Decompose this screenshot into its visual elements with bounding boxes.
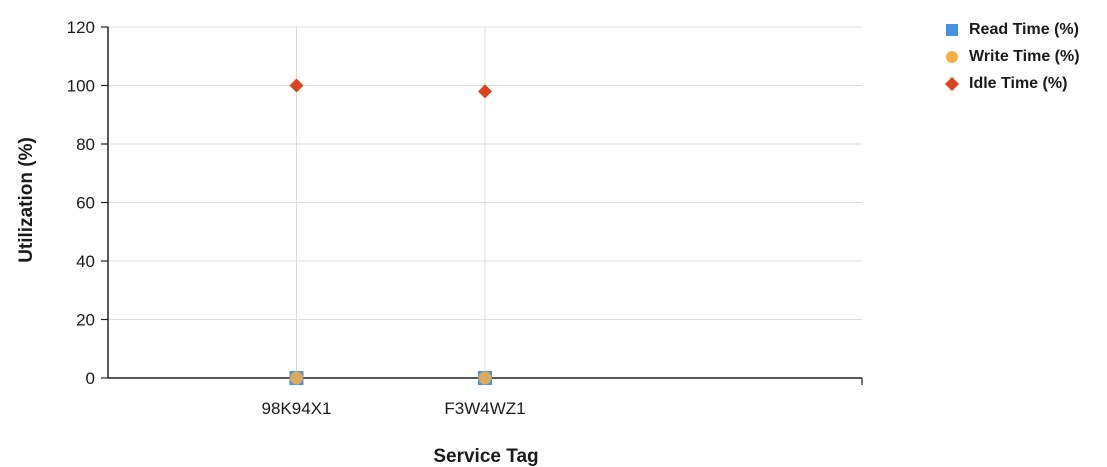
legend-label: Read Time (%) [969, 20, 1079, 38]
data-points [289, 78, 492, 385]
legend-item-idle-time[interactable]: Idle Time (%) [935, 70, 1080, 97]
legend-item-write-time[interactable]: Write Time (%) [935, 43, 1080, 70]
data-point-diamond [478, 84, 492, 99]
legend-label: Write Time (%) [969, 47, 1080, 65]
circle-marker-icon [935, 50, 969, 64]
y-tick-label: 80 [76, 135, 95, 154]
diamond-marker-icon [935, 76, 969, 91]
x-tick-label: F3W4WZ1 [444, 399, 525, 418]
legend-item-read-time[interactable]: Read Time (%) [935, 16, 1080, 43]
legend-label: Idle Time (%) [969, 74, 1068, 92]
y-tick-label: 0 [86, 369, 95, 388]
axes [101, 26, 863, 385]
data-point-circle [478, 371, 492, 385]
y-tick-label: 120 [67, 18, 95, 37]
x-tick-labels: 98K94X1 F3W4WZ1 [262, 399, 526, 418]
y-axis-title: Utilization (%) [16, 137, 37, 263]
y-tick-labels: 0 20 40 60 80 100 120 [67, 18, 95, 388]
legend: Read Time (%) Write Time (%) Idle Time (… [935, 16, 1080, 97]
y-tick-label: 20 [76, 311, 95, 330]
data-point-circle [290, 371, 303, 385]
x-tick-label: 98K94X1 [262, 399, 332, 418]
y-tick-label: 100 [67, 77, 95, 96]
x-axis-title: Service Tag [433, 446, 538, 467]
square-marker-icon [935, 23, 969, 37]
data-point-diamond [289, 78, 304, 93]
gridlines [108, 26, 862, 378]
y-tick-label: 60 [76, 194, 95, 213]
y-tick-label: 40 [76, 252, 95, 271]
